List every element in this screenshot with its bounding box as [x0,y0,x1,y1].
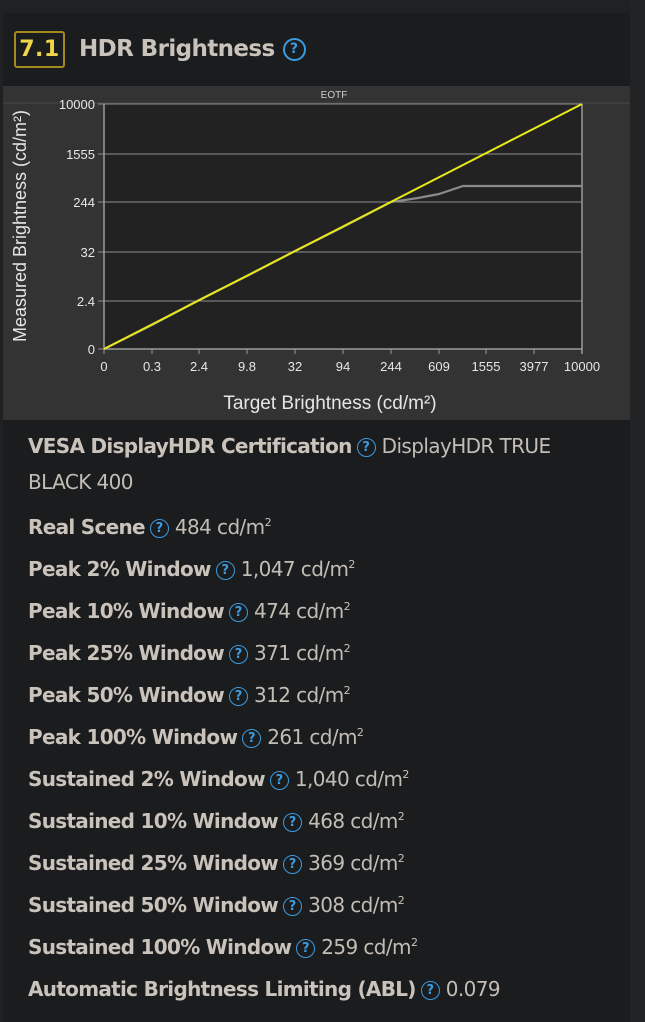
target-series-line [103,103,583,350]
question-circle-icon[interactable]: ? [229,687,249,706]
spec-label: Sustained 2% Window [28,767,266,791]
score-badge: 7.1 [14,30,65,68]
spec-label: Peak 50% Window [28,683,225,707]
spec-row-sustained-2: Sustained 2% Window? 1,040 cd/m2 [28,767,410,791]
spec-value: 308 cd/m [308,893,398,917]
svg-text:10000: 10000 [564,359,600,374]
y-axis-label: Measured Brightness (cd/m²) [10,110,30,342]
spec-row-sustained-25: Sustained 25% Window? 369 cd/m2 [28,851,405,875]
question-circle-icon[interactable]: ? [242,729,262,748]
spec-label: Peak 25% Window [28,641,225,665]
spec-value: 0.079 [445,977,501,1001]
spec-label: Peak 2% Window [28,557,211,581]
spec-value: DisplayHDR TRUE BLACK 400 [28,434,551,494]
spec-row-peak-2: Peak 2% Window? 1,047 cd/m2 [28,557,356,581]
spec-row-abl: Automatic Brightness Limiting (ABL)? 0.07… [28,968,618,1010]
question-circle-icon[interactable]: ? [296,939,316,958]
svg-text:94: 94 [336,359,350,374]
spec-value: 369 cd/m [308,851,398,875]
spec-value: 259 cd/m [321,935,411,959]
spec-label: VESA DisplayHDR Certification [28,434,352,458]
question-circle-icon[interactable]: ? [269,771,289,790]
question-circle-icon[interactable]: ? [420,981,440,1000]
spec-value: 1,040 cd/m [294,767,403,791]
spec-label: Peak 100% Window [28,725,238,749]
section-title: HDR Brightness [79,36,275,62]
svg-text:32: 32 [288,359,302,374]
svg-text:0: 0 [100,359,107,374]
spec-row-peak-25: Peak 25% Window? 371 cd/m2 [28,641,351,665]
svg-text:2.4: 2.4 [190,359,208,374]
spec-row-peak-50: Peak 50% Window? 312 cd/m2 [28,683,351,707]
spec-row-sustained-100: Sustained 100% Window? 259 cd/m2 [28,935,418,959]
svg-text:0: 0 [88,342,95,357]
question-circle-icon[interactable]: ? [283,897,303,916]
svg-text:2.4: 2.4 [77,294,95,309]
right-edge-strip [630,0,645,1022]
spec-label: Sustained 10% Window [28,809,279,833]
x-tick-labels: 0 0.3 2.4 9.8 32 94 244 609 1555 3977 10… [100,359,600,374]
question-circle-icon[interactable]: ? [356,438,376,457]
svg-text:244: 244 [380,359,402,374]
spec-row-sustained-50: Sustained 50% Window? 308 cd/m2 [28,893,405,917]
svg-text:244: 244 [73,195,95,210]
spec-label: Sustained 25% Window [28,851,279,875]
svg-text:9.8: 9.8 [238,359,256,374]
spec-list: VESA DisplayHDR Certification? DisplayHDR… [28,428,618,1010]
spec-row-peak-10: Peak 10% Window? 474 cd/m2 [28,599,351,623]
spec-row-real-scene: Real Scene? 484 cd/m2 [28,515,272,539]
spec-value: 468 cd/m [308,809,398,833]
spec-value: 1,047 cd/m [240,557,349,581]
svg-text:1555: 1555 [66,147,95,162]
svg-text:1555: 1555 [472,359,501,374]
question-circle-icon[interactable]: ? [215,561,235,580]
svg-text:32: 32 [81,245,95,260]
section-header: 7.1 HDR Brightness ? [14,29,306,69]
question-circle-icon[interactable]: ? [229,645,249,664]
spec-value: 474 cd/m [254,599,344,623]
question-circle-icon[interactable]: ? [283,813,303,832]
spec-value: 261 cd/m [267,725,357,749]
spec-row-sustained-10: Sustained 10% Window? 468 cd/m2 [28,809,405,833]
spec-value: 312 cd/m [254,683,344,707]
spec-label: Peak 10% Window [28,599,225,623]
svg-text:609: 609 [428,359,450,374]
x-axis-label: Target Brightness (cd/m²) [223,393,436,414]
question-circle-icon[interactable]: ? [283,855,303,874]
svg-text:0.3: 0.3 [143,359,161,374]
spec-label: Sustained 100% Window [28,935,292,959]
spec-label: Sustained 50% Window [28,893,279,917]
spec-label: Real Scene [28,515,146,539]
spec-value: 371 cd/m [254,641,344,665]
question-circle-icon[interactable]: ? [149,519,169,538]
spec-label: Automatic Brightness Limiting (ABL) [28,977,416,1001]
question-circle-icon[interactable]: ? [282,37,306,61]
svg-text:3977: 3977 [520,359,549,374]
svg-text:10000: 10000 [59,97,95,112]
spec-row-vesa-certification: VESA DisplayHDR Certification? DisplayHDR… [28,428,618,500]
spec-row-peak-100: Peak 100% Window? 261 cd/m2 [28,725,364,749]
eotf-chart: EOTF 10 [3,86,630,420]
chart-title: EOTF [321,90,348,101]
y-tick-labels: 10000 1555 244 32 2.4 0 [59,97,95,357]
spec-value: 484 cd/m [174,515,265,539]
eotf-chart-svg: EOTF 10 [3,90,630,414]
question-circle-icon[interactable]: ? [229,603,249,622]
top-strip [0,0,645,13]
